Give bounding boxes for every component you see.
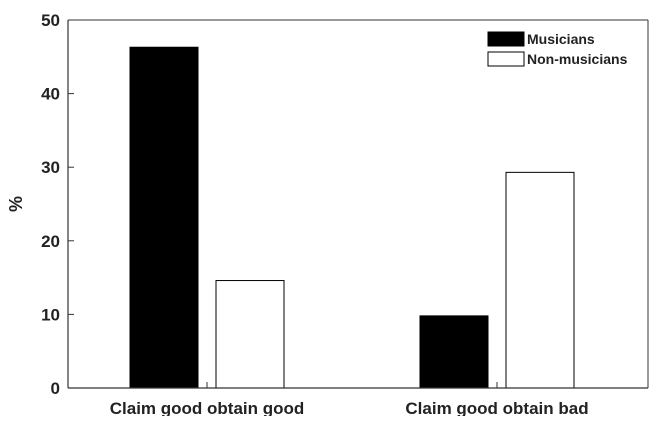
y-tick-label: 20: [41, 232, 60, 251]
legend-items: Musicians Non-musicians: [487, 31, 628, 67]
y-axis-label: %: [6, 196, 26, 212]
y-tick-label: 30: [41, 158, 60, 177]
legend-label: Musicians: [527, 31, 595, 47]
legend-label: Non-musicians: [527, 51, 628, 67]
y-tick-label: 10: [41, 305, 60, 324]
bars-layer: [129, 46, 575, 389]
bar-non-musicians: [215, 280, 285, 389]
y-tick-label: 50: [41, 11, 60, 30]
bar-musicians: [129, 46, 199, 389]
y-tick-label: 0: [51, 379, 60, 398]
y-tick-label: 40: [41, 85, 60, 104]
legend-swatch: [487, 51, 525, 67]
legend: Musicians Non-musicians: [484, 28, 640, 74]
axes-layer: [67, 19, 649, 389]
x-tick-label: Claim good obtain bad: [405, 399, 588, 416]
ticks-layer: 0 10 20 30 40 50 Claim good obtain good Claim g…: [41, 11, 589, 418]
bar-musicians: [419, 315, 489, 389]
x-tick-label: Claim good obtain good: [110, 399, 305, 416]
legend-swatch: [487, 31, 525, 47]
bar-non-musicians: [505, 171, 575, 389]
